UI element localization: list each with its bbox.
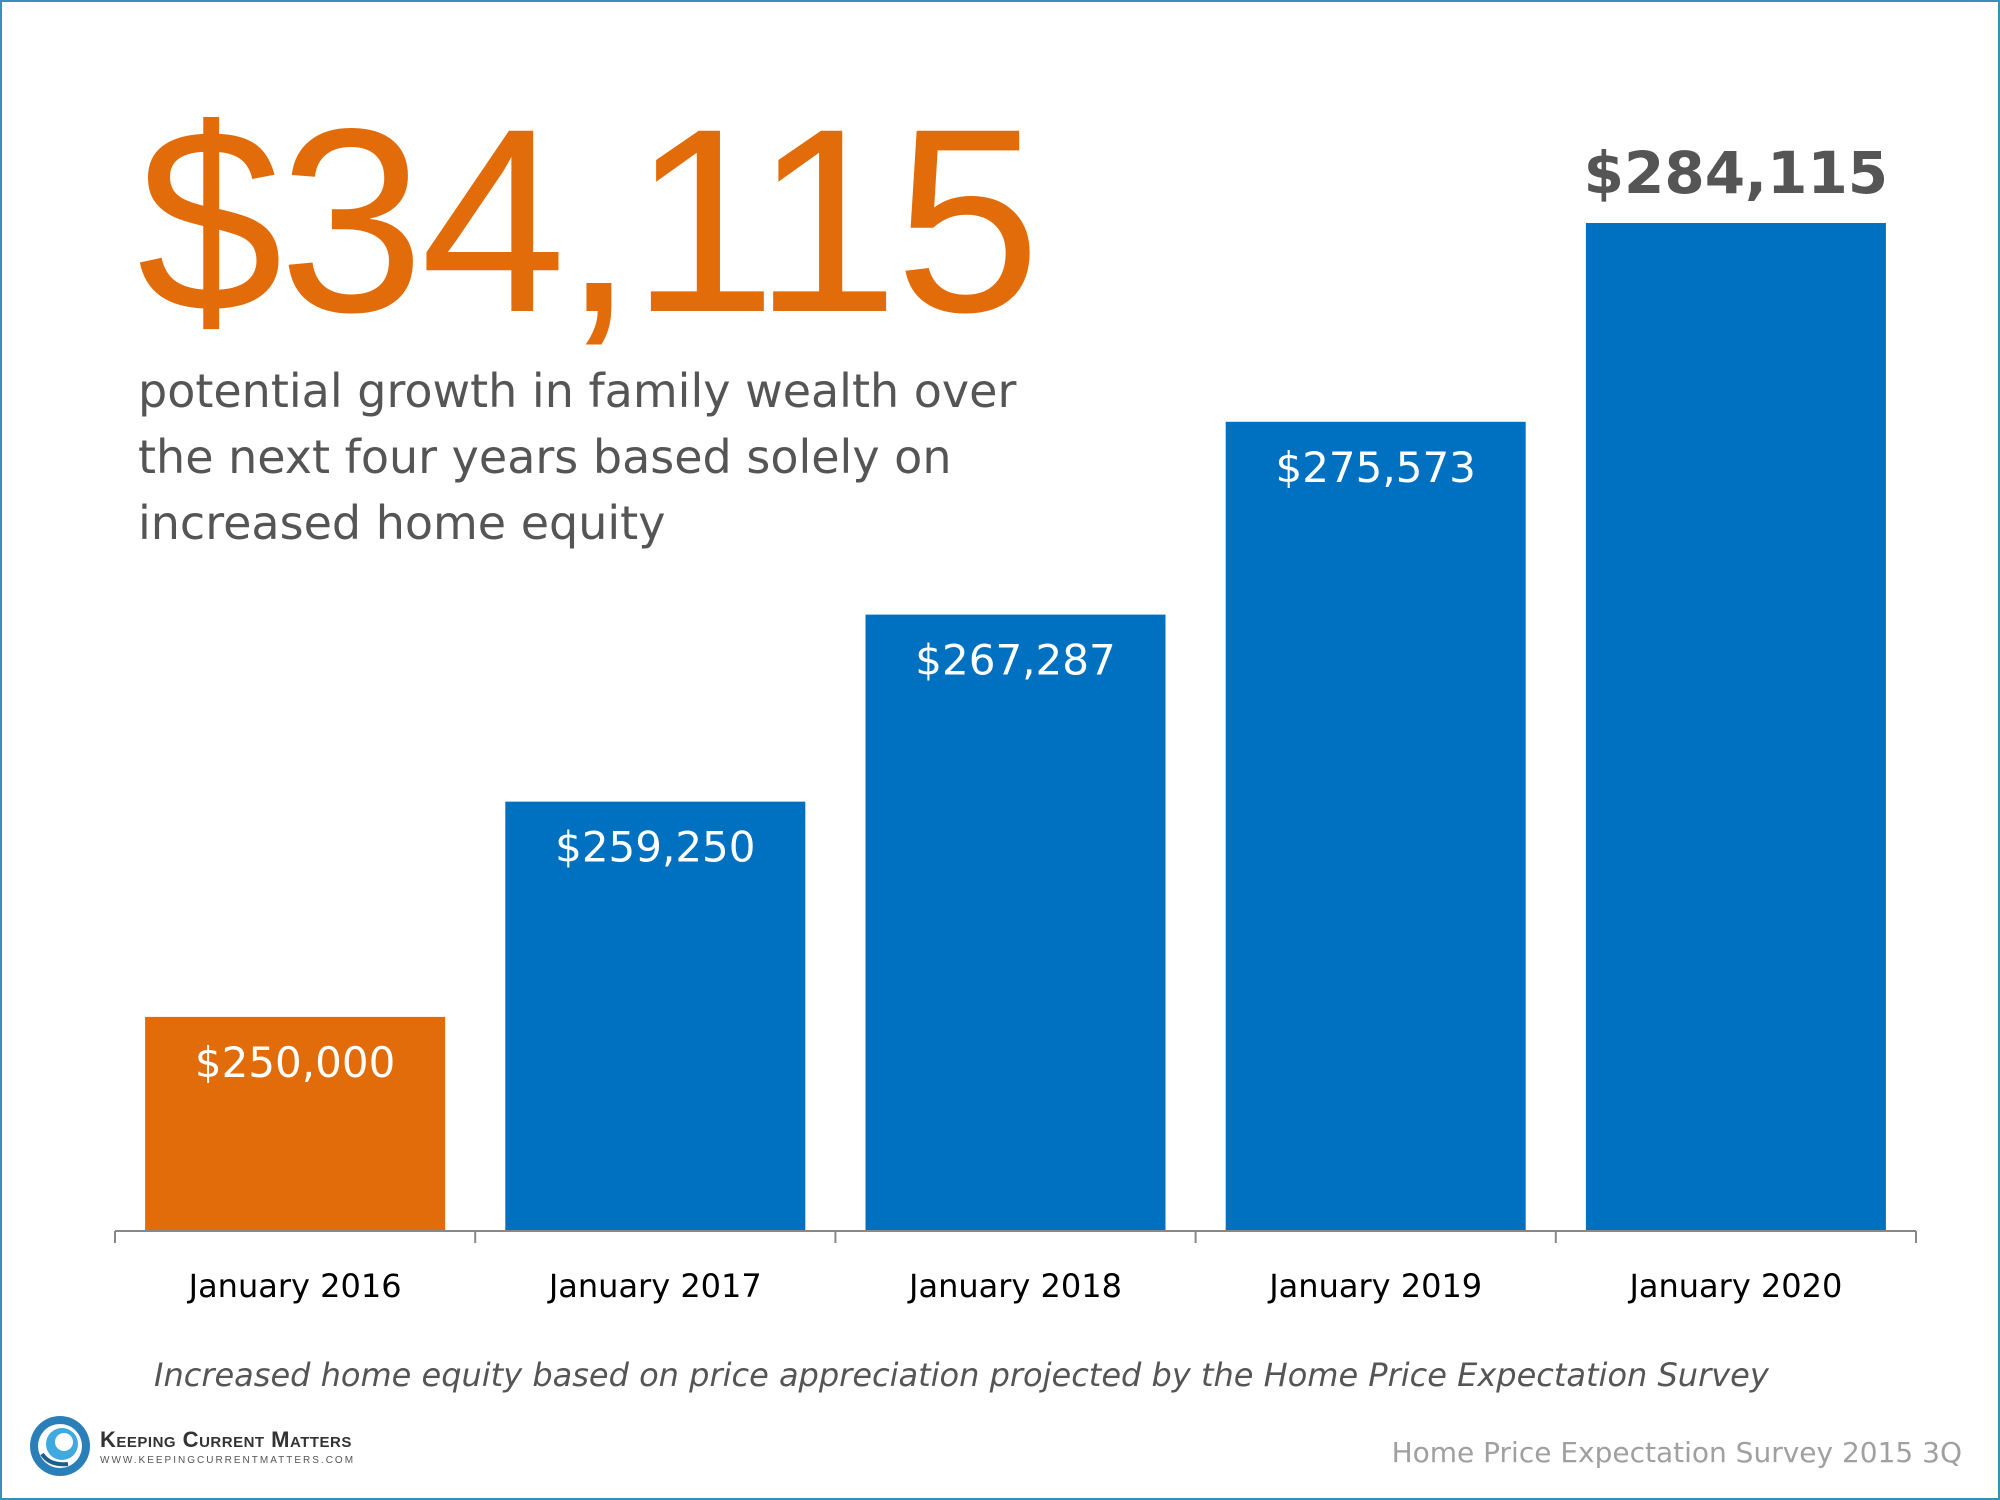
bar-4 — [1225, 421, 1526, 1231]
logo-url: WWW.KEEPINGCURRENTMATTERS.COM — [100, 1454, 356, 1466]
bar-1 — [145, 1016, 446, 1231]
swirl-logo-icon — [30, 1416, 90, 1476]
headline-amount: $34,115 — [137, 74, 1041, 367]
bar-5 — [1585, 223, 1886, 1231]
x-tick-label-4: January 2019 — [1267, 1267, 1482, 1305]
x-tick-label-5: January 2020 — [1627, 1267, 1842, 1305]
headline-description-line-2: the next four years based solely on — [138, 430, 952, 484]
x-tick-label-1: January 2016 — [187, 1267, 402, 1305]
bar-chart: $250,000 January 2016 $259,250 January 2017… — [114, 139, 1917, 1305]
x-tick-label-3: January 2018 — [907, 1267, 1122, 1305]
bar-value-label-2: $259,250 — [555, 823, 755, 872]
logo-name: Keeping Current Matters — [100, 1426, 352, 1452]
bar-3 — [865, 614, 1166, 1231]
headline-description-line-1: potential growth in family wealth over — [138, 364, 1017, 418]
footnote: Increased home equity based on price app… — [154, 1356, 1769, 1394]
bar-value-label-5: $284,115 — [1584, 139, 1889, 207]
headline-description-line-3: increased home equity — [138, 496, 666, 550]
x-tick-label-2: January 2017 — [547, 1267, 762, 1305]
bar-value-label-4: $275,573 — [1275, 443, 1475, 492]
source-note: Home Price Expectation Survey 2015 3Q — [1391, 1436, 1962, 1469]
bar-2 — [505, 801, 806, 1231]
logo: Keeping Current Matters WWW.KEEPINGCURRE… — [28, 1414, 355, 1478]
bar-value-label-3: $267,287 — [915, 636, 1115, 685]
bar-value-label-1: $250,000 — [195, 1038, 395, 1087]
